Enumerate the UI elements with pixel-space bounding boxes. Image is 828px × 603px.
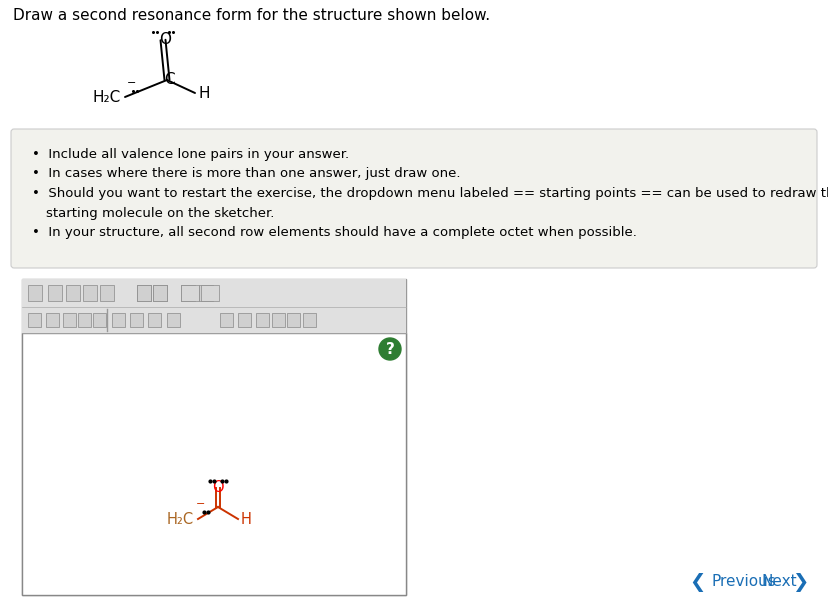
FancyBboxPatch shape (11, 129, 816, 268)
Bar (93, 313, 106, 327)
Text: •  Should you want to restart the exercise, the dropdown menu labeled == startin: • Should you want to restart the exercis… (32, 187, 828, 200)
Text: −: − (128, 78, 137, 88)
Bar (219, 313, 233, 327)
Bar (46, 313, 59, 327)
Bar (153, 285, 166, 301)
Text: O: O (212, 481, 224, 496)
Circle shape (378, 338, 401, 360)
Bar (303, 313, 315, 327)
Bar (137, 285, 151, 301)
Bar (66, 285, 80, 301)
Bar (272, 313, 285, 327)
Bar (200, 285, 219, 301)
Bar (181, 285, 199, 301)
Bar (22, 333, 406, 595)
Bar (28, 285, 42, 301)
Bar (166, 313, 180, 327)
Bar (199, 285, 213, 301)
Text: H₂C: H₂C (166, 511, 194, 526)
Bar (130, 313, 142, 327)
Bar (181, 285, 195, 301)
Bar (148, 313, 161, 327)
Text: C: C (163, 72, 174, 87)
Bar (256, 313, 268, 327)
Text: H₂C: H₂C (93, 89, 121, 104)
Bar (22, 279, 406, 595)
Bar (28, 313, 41, 327)
Text: ❯: ❯ (791, 572, 807, 592)
Bar (22, 307, 406, 333)
Bar (78, 313, 91, 327)
Bar (137, 285, 151, 301)
Text: starting molecule on the sketcher.: starting molecule on the sketcher. (46, 206, 274, 219)
Text: •  In cases where there is more than one answer, just draw one.: • In cases where there is more than one … (32, 168, 460, 180)
Text: H: H (198, 86, 209, 101)
Text: −: − (196, 499, 205, 509)
Bar (63, 313, 76, 327)
Bar (83, 285, 97, 301)
Text: Draw a second resonance form for the structure shown below.: Draw a second resonance form for the str… (13, 8, 489, 23)
Text: Previous: Previous (711, 575, 776, 590)
Text: Next: Next (761, 575, 797, 590)
Bar (48, 285, 62, 301)
Bar (286, 313, 300, 327)
Bar (153, 285, 166, 301)
Text: •  Include all valence lone pairs in your answer.: • Include all valence lone pairs in your… (32, 148, 349, 161)
Text: •  In your structure, all second row elements should have a complete octet when : • In your structure, all second row elem… (32, 226, 636, 239)
Text: ?: ? (385, 341, 394, 356)
Text: ❮: ❮ (688, 572, 705, 592)
Bar (112, 313, 125, 327)
Text: H: H (240, 511, 251, 526)
Bar (22, 279, 406, 307)
Text: O: O (159, 33, 171, 48)
Bar (238, 313, 251, 327)
Bar (100, 285, 114, 301)
